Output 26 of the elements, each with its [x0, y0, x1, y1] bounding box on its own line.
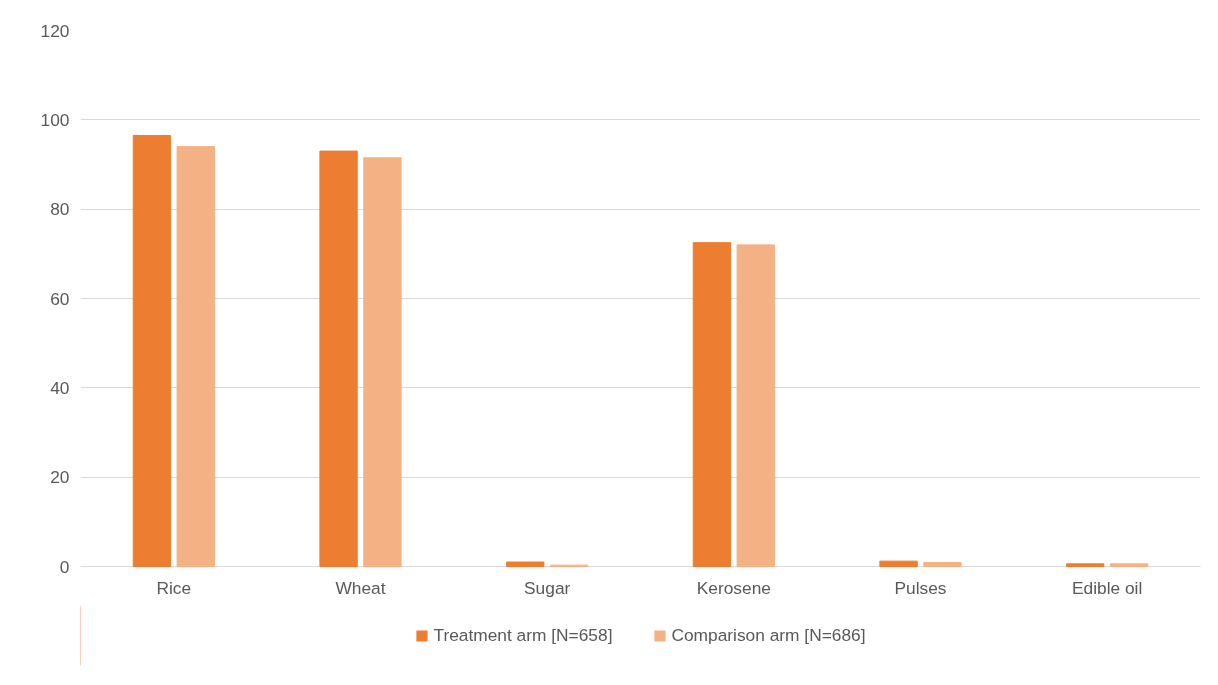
bar: [1066, 563, 1105, 567]
x-tick-label: Pulses: [894, 577, 947, 598]
bar: [923, 561, 962, 567]
x-tick-label: Edible oil: [1072, 577, 1143, 598]
y-tick-label: 20: [50, 467, 70, 488]
bar: [736, 244, 775, 567]
x-tick-label: Rice: [156, 577, 192, 598]
y-tick-label: 80: [50, 199, 70, 220]
bar: [879, 560, 918, 567]
y-tick-label: 60: [50, 288, 70, 309]
bar: [132, 134, 172, 567]
bar: [692, 242, 732, 567]
bar: [363, 157, 402, 567]
legend-label: Treatment arm [N=658]: [433, 624, 613, 646]
y-tick-label: 40: [50, 377, 70, 398]
bar: [319, 150, 358, 567]
y-tick-label: 0: [59, 556, 70, 577]
bar: [506, 561, 545, 567]
bar: [176, 146, 215, 567]
y-tick-label: 100: [40, 109, 70, 130]
x-tick-label: Wheat: [335, 577, 386, 598]
x-tick-label: Kerosene: [696, 577, 771, 598]
x-tick-label: Sugar: [524, 577, 571, 598]
legend-label: Comparison arm [N=686]: [671, 624, 866, 646]
y-tick-label: 120: [40, 20, 70, 41]
bar: [1109, 563, 1149, 567]
